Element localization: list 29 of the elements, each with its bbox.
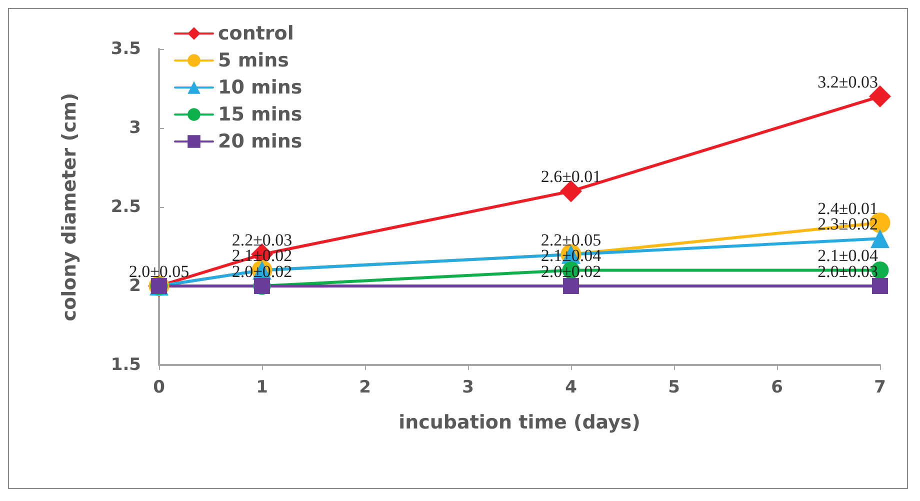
legend-label: 10 mins (218, 76, 302, 98)
annotation: 2.2±0.03 (232, 230, 292, 250)
y-tick-label: 1.5 (110, 355, 141, 375)
point (870, 229, 890, 248)
annotation: 2.6±0.01 (540, 167, 602, 186)
x-tick-label: 5 (668, 378, 680, 398)
y-axis-title: colony diameter (cm) (58, 92, 80, 322)
x-axis-title: incubation time (days) (398, 412, 640, 434)
x-tick-label: 4 (565, 378, 578, 398)
y-tick-label: 2.5 (110, 197, 141, 217)
x-tick-label: 0 (153, 378, 166, 398)
annotation: 2.1±0.04 (818, 246, 878, 266)
x-tick-label: 3 (462, 378, 474, 398)
x-tick-label: 1 (256, 378, 268, 398)
x-tick-label: 7 (874, 378, 886, 398)
annotation: 3.2±0.03 (818, 72, 878, 92)
y-tick-label: 3.5 (110, 39, 141, 59)
legend-label: 20 mins (218, 130, 302, 152)
x-tick-label: 2 (359, 378, 371, 398)
legend-label: control (218, 22, 294, 44)
legend-label: 5 mins (218, 50, 289, 72)
annotation: 2.0±0.02 (232, 262, 292, 281)
x-tick-label: 6 (771, 378, 783, 398)
point (563, 278, 579, 294)
legend-label: 15 mins (218, 104, 302, 126)
point (872, 278, 888, 294)
y-tick-label: 2 (129, 276, 141, 296)
y-tick-label: 3 (129, 118, 141, 138)
annotation: 2.4±0.01 (818, 198, 878, 218)
